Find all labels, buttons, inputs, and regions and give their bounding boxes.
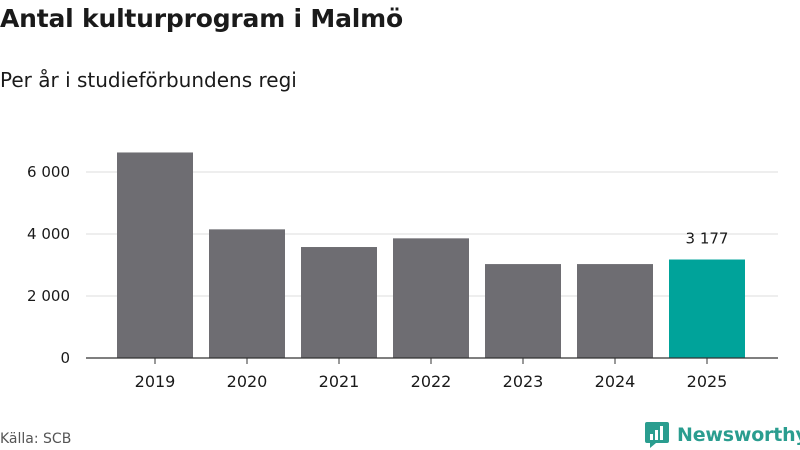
brand-name: Newsworthy: [677, 424, 800, 446]
data-label: 3 177: [686, 230, 729, 248]
source-note: Källa: SCB: [0, 431, 72, 447]
y-tick-label: 2 000: [27, 287, 70, 305]
bar-2024: [577, 264, 653, 358]
y-axis-ticks: 0 2 000 4 000 6 000: [27, 163, 70, 367]
x-tick-label: 2020: [227, 372, 268, 391]
bar-2022: [393, 238, 469, 358]
bar-2019: [117, 152, 193, 358]
x-tick-label: 2025: [687, 372, 728, 391]
y-tick-label: 0: [60, 349, 70, 367]
chart-subtitle: Per år i studieförbundens regi: [0, 68, 297, 92]
data-labels: 3 177: [686, 230, 729, 248]
bar-2023: [485, 264, 561, 358]
brand-logo: Newsworthy: [644, 420, 800, 450]
x-tick-label: 2021: [319, 372, 360, 391]
bar-2021: [301, 247, 377, 358]
x-tick-label: 2023: [503, 372, 544, 391]
bar-chart-speech-bubble-icon: [645, 422, 669, 448]
y-tick-label: 4 000: [27, 225, 70, 243]
x-tick-label: 2019: [135, 372, 176, 391]
x-tick-label: 2022: [411, 372, 452, 391]
bar-2025: [669, 259, 745, 358]
x-tick-label: 2024: [595, 372, 636, 391]
chart-title: Antal kulturprogram i Malmö: [0, 4, 403, 33]
bar-2020: [209, 229, 285, 358]
y-tick-label: 6 000: [27, 163, 70, 181]
bars: [117, 152, 745, 358]
x-axis-ticks: 2019 2020 2021 2022 2023 2024 2025: [86, 357, 778, 391]
